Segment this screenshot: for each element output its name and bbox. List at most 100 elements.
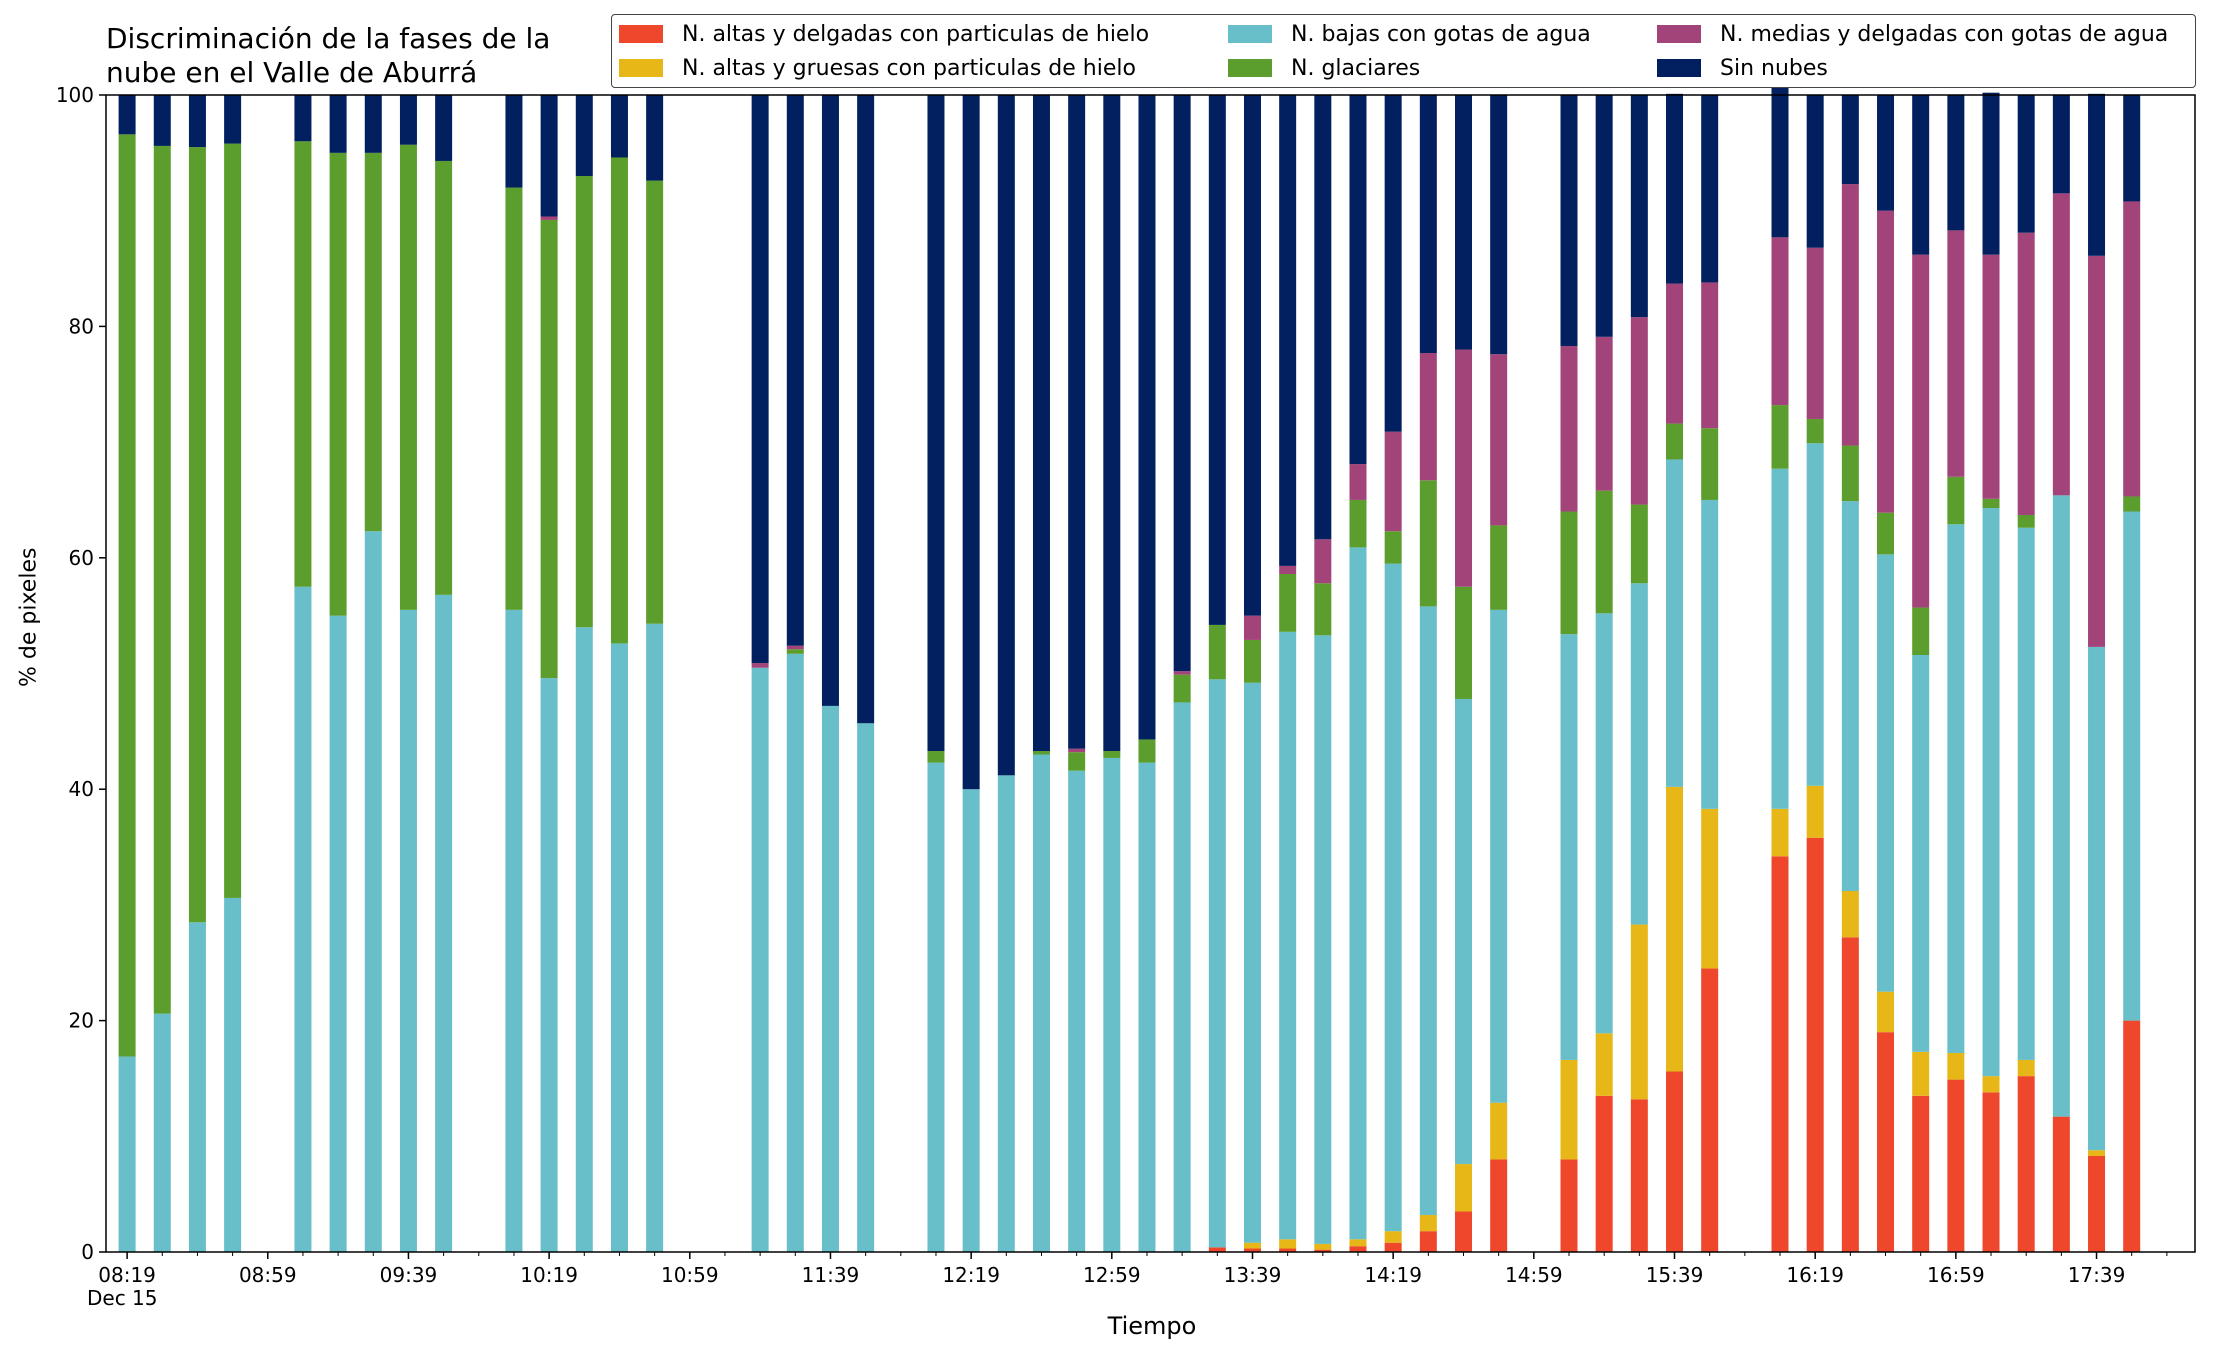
bar-segment xyxy=(1349,499,1367,548)
x-tick-label: 11:39 xyxy=(802,1263,860,1287)
x-tick-label: 09:39 xyxy=(380,1263,438,1287)
bar-segment xyxy=(1595,490,1613,614)
bar-segment xyxy=(118,1056,136,1252)
legend-swatch xyxy=(1228,25,1272,43)
bar-segment xyxy=(224,897,242,1252)
bar-segment xyxy=(1279,565,1297,574)
bar-segment xyxy=(1666,1071,1684,1252)
bar-segment xyxy=(188,147,206,923)
bar-segment xyxy=(2052,95,2070,194)
legend-label: N. altas y delgadas con particulas de hi… xyxy=(682,21,1150,47)
bar-segment xyxy=(786,95,804,646)
bar-segment xyxy=(329,95,347,153)
x-tick-label: 16:59 xyxy=(1927,1263,1985,1287)
x-tick-label: 08:19 xyxy=(98,1263,156,1287)
bar-segment xyxy=(1806,837,1824,1252)
bar-segment xyxy=(1208,95,1226,625)
bar-segment xyxy=(1455,698,1472,1165)
bar-segment xyxy=(1701,428,1719,500)
bar-segment xyxy=(1314,95,1332,540)
bar-segment xyxy=(1349,547,1367,1240)
bar-segment xyxy=(1701,968,1719,1252)
bar-segment xyxy=(1314,539,1332,584)
bar-segment xyxy=(1701,282,1719,429)
bar-segment xyxy=(1490,1102,1508,1160)
bar-segment xyxy=(1349,1239,1367,1247)
bar-segment xyxy=(294,586,312,1252)
x-tick-label: 17:39 xyxy=(2068,1263,2126,1287)
bar-segment xyxy=(2123,496,2141,512)
bar-segment xyxy=(751,663,769,668)
bar-segment xyxy=(224,95,242,144)
bar-segment xyxy=(2017,1059,2035,1077)
bar-segment xyxy=(1701,499,1719,809)
bar-segment xyxy=(2017,232,2035,515)
x-axis-date: Dec 15 xyxy=(87,1286,158,1310)
x-tick-label: 16:19 xyxy=(1786,1263,1844,1287)
y-tick-label: 60 xyxy=(69,546,94,570)
bar-segment xyxy=(1243,682,1261,1243)
bar-segment xyxy=(1841,445,1859,502)
bar-segment xyxy=(2123,95,2141,202)
bar-segment xyxy=(1279,95,1297,566)
bar-segment xyxy=(646,623,664,1252)
bar-segment xyxy=(1138,739,1156,763)
bar-segment xyxy=(118,134,136,1057)
bar-segment xyxy=(2088,1150,2106,1156)
bar-segment xyxy=(1068,95,1086,749)
bar-segment xyxy=(821,95,839,706)
bar-segment xyxy=(1877,95,1895,211)
bar-segment xyxy=(786,653,804,1252)
bar-segment xyxy=(2088,93,2106,256)
bar-segment xyxy=(2052,495,2070,1117)
y-tick-label: 0 xyxy=(81,1240,94,1264)
bar-segment xyxy=(1384,531,1402,564)
bar-segment xyxy=(1912,1095,1930,1252)
bar-segment xyxy=(1068,752,1086,771)
bar-segment xyxy=(1982,254,2000,499)
bar-segment xyxy=(364,152,382,532)
bar-segment xyxy=(927,95,945,752)
bar-segment xyxy=(505,609,523,1252)
bar-segment xyxy=(1068,748,1086,753)
bar-segment xyxy=(1595,95,1613,337)
bar-segment xyxy=(1455,586,1472,699)
bar-segment xyxy=(1982,498,2000,509)
bar-segment xyxy=(962,95,980,790)
bar-segment xyxy=(153,145,171,1014)
legend-item: N. bajas con gotas de agua xyxy=(1228,19,1591,49)
x-tick-label: 13:39 xyxy=(1224,1263,1282,1287)
bar-segment xyxy=(1982,1092,2000,1252)
bar-segment xyxy=(1912,95,1930,255)
bar-segment xyxy=(857,95,875,724)
x-tick-label: 14:59 xyxy=(1505,1263,1563,1287)
bar-segment xyxy=(540,678,558,1252)
bar-segment xyxy=(1068,770,1086,1252)
bar-segment xyxy=(610,157,628,644)
bar-segment xyxy=(1314,1243,1332,1250)
bar-segment xyxy=(1173,674,1191,703)
bar-segment xyxy=(1455,1164,1472,1212)
bar-segment xyxy=(540,95,558,217)
bar-segment xyxy=(188,95,206,148)
bar-segment xyxy=(1912,1051,1930,1096)
bar-segment xyxy=(1841,891,1859,938)
bar-segment xyxy=(751,95,769,664)
bar-segment xyxy=(1349,95,1367,465)
x-tick-label: 15:39 xyxy=(1646,1263,1704,1287)
bar-segment xyxy=(1595,1033,1613,1096)
bar-segment xyxy=(1771,405,1789,469)
bar-segment xyxy=(1560,95,1578,347)
bar-segment xyxy=(1630,504,1648,584)
bar-segment xyxy=(927,751,945,763)
bar-segment xyxy=(1666,283,1684,424)
legend-item: Sin nubes xyxy=(1657,53,1828,83)
x-tick-label: 12:59 xyxy=(1083,1263,1141,1287)
bar-segment xyxy=(646,180,664,624)
bar-segment xyxy=(540,216,558,220)
bar-segment xyxy=(1947,524,1965,1053)
bar-segment xyxy=(1490,609,1508,1103)
bar-segment xyxy=(1243,1242,1261,1249)
bar-segment xyxy=(2088,646,2106,1151)
bar-segment xyxy=(1630,317,1648,505)
